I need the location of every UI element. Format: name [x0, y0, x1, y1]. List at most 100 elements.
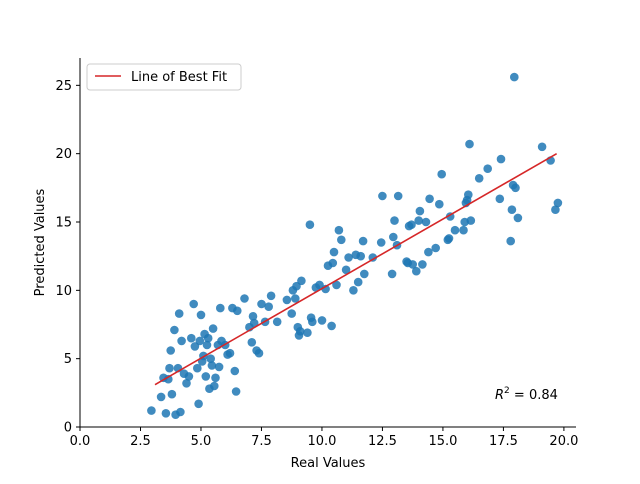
data-point [193, 363, 202, 373]
y-ticks: 0 5 10 15 20 25 [55, 79, 80, 436]
data-point [389, 232, 398, 242]
data-point [390, 216, 399, 225]
data-point [248, 312, 258, 321]
data-point [414, 216, 424, 225]
data-point [464, 190, 473, 199]
data-point [353, 277, 363, 287]
data-point [425, 194, 434, 204]
data-point [184, 372, 194, 381]
points-layer [147, 72, 563, 420]
data-point [407, 220, 416, 229]
data-point [305, 220, 315, 229]
data-point [194, 399, 203, 409]
best-fit-line [154, 152, 558, 386]
data-point [551, 205, 560, 214]
data-point [376, 238, 386, 247]
data-point [266, 291, 276, 301]
data-point [182, 379, 191, 388]
data-point [496, 154, 506, 164]
data-point [513, 213, 523, 223]
data-point [202, 340, 212, 350]
data-point [421, 217, 431, 227]
data-point [233, 306, 242, 316]
data-point [231, 387, 241, 396]
y-tick-label: 20 [55, 147, 72, 162]
data-point [282, 295, 292, 305]
data-point [295, 327, 305, 336]
fit-line-layer [154, 152, 558, 386]
data-point [435, 199, 444, 209]
data-point [166, 346, 175, 355]
y-tick-label: 5 [64, 352, 72, 367]
data-point [431, 243, 441, 253]
legend-box [86, 63, 242, 91]
data-point [412, 266, 421, 276]
data-point [176, 407, 185, 417]
data-point [190, 342, 200, 351]
data-point [358, 236, 368, 246]
data-point [291, 294, 300, 303]
data-point [189, 299, 198, 309]
data-point [210, 381, 219, 391]
data-point [272, 317, 282, 327]
data-point [174, 309, 184, 318]
x-tick-label: 5.0 [191, 434, 212, 449]
x-ticks: 0.0 2.5 5.0 7.5 10.0 12.5 15.0 17.5 20.0 [70, 427, 578, 449]
data-point [393, 191, 403, 201]
x-axis-label: Real Values [291, 456, 366, 471]
data-point [378, 191, 387, 201]
x-tick-label: 20.0 [549, 434, 578, 449]
r-squared-value: = 0.84 [510, 388, 558, 403]
data-point [507, 205, 517, 214]
data-point [170, 325, 179, 335]
y-tick-label: 25 [55, 79, 72, 94]
data-point [167, 389, 177, 399]
data-point [214, 362, 224, 372]
data-point [506, 236, 515, 246]
y-tick-label: 10 [55, 284, 72, 299]
x-tick-label: 7.5 [251, 434, 272, 449]
data-point [254, 348, 264, 358]
data-point [495, 194, 505, 204]
data-point [317, 316, 327, 325]
data-point [437, 169, 447, 179]
data-point [459, 225, 468, 235]
data-point [368, 253, 378, 262]
data-point [424, 247, 433, 257]
data-point [211, 373, 220, 383]
data-point [327, 321, 336, 331]
data-point [147, 406, 156, 415]
data-point [349, 286, 358, 295]
x-tick-label: 2.5 [130, 434, 151, 449]
data-point [287, 309, 297, 318]
data-point [328, 258, 338, 268]
data-point [537, 142, 547, 152]
data-point [195, 336, 205, 346]
data-point [208, 324, 218, 333]
data-point [332, 280, 341, 290]
x-tick-label: 0.0 [70, 434, 91, 449]
data-point [474, 174, 484, 183]
data-point [303, 328, 312, 338]
y-tick-label: 0 [64, 421, 72, 436]
data-point [216, 303, 225, 313]
data-point [249, 318, 259, 328]
data-point [334, 225, 344, 235]
data-point [337, 235, 346, 245]
data-point [387, 269, 397, 279]
data-point [206, 354, 215, 364]
data-point [341, 265, 351, 275]
x-tick-label: 17.5 [489, 434, 518, 449]
data-point [483, 164, 493, 173]
legend: Line of Best Fit [86, 63, 242, 91]
data-point [465, 139, 474, 149]
data-point [187, 333, 196, 343]
data-point [450, 225, 460, 235]
x-tick-label: 15.0 [428, 434, 457, 449]
data-point [230, 366, 240, 376]
data-point [177, 336, 186, 346]
data-point [510, 72, 519, 82]
data-point [201, 372, 211, 381]
legend-label: Line of Best Fit [131, 70, 227, 85]
